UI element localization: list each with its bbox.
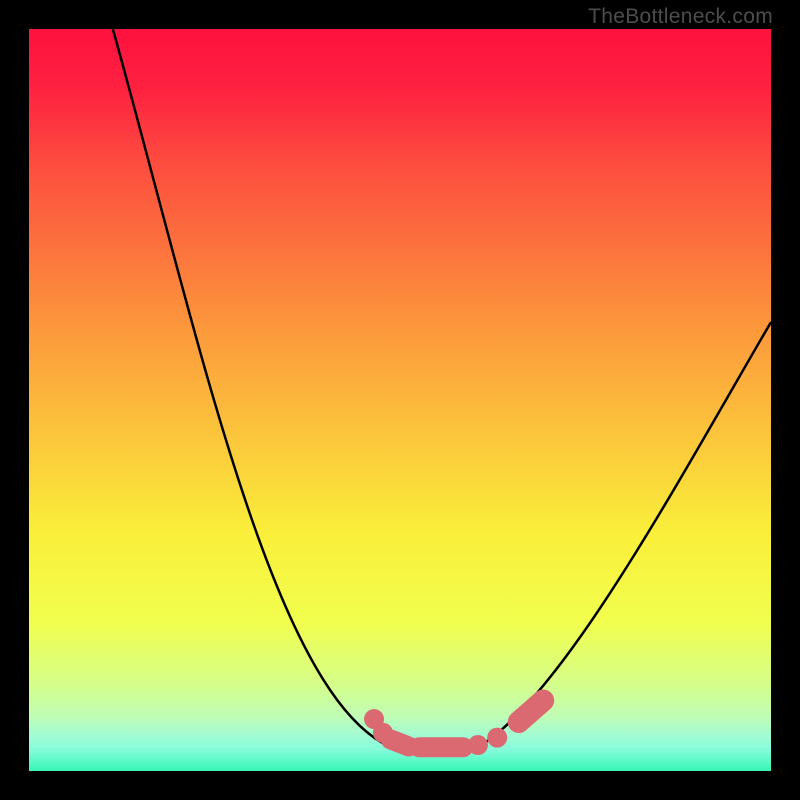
curve-beads	[364, 701, 543, 756]
watermark-text: TheBottleneck.com	[588, 5, 773, 29]
bottleneck-curve	[113, 29, 771, 747]
curve-layer	[0, 0, 800, 800]
